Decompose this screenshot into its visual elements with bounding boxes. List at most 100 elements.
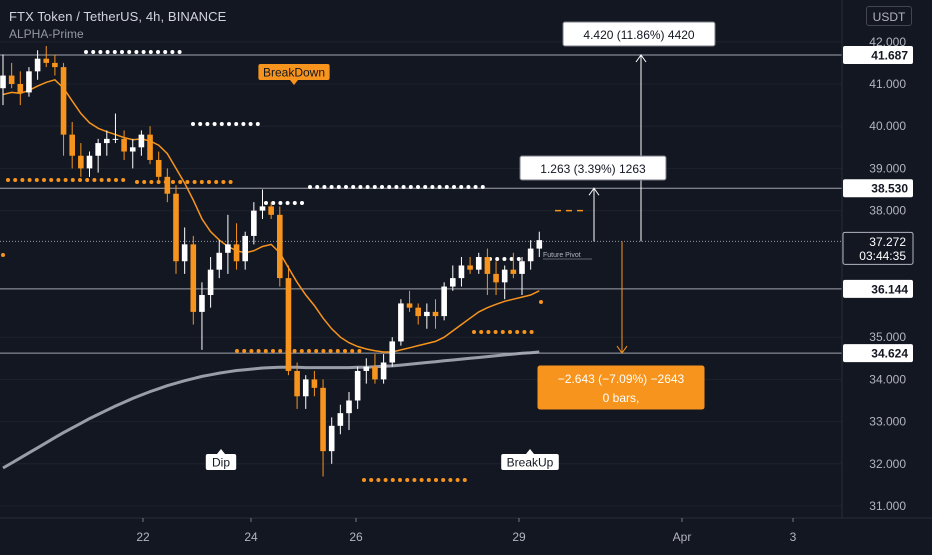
candle-body xyxy=(225,244,231,253)
pivot-dot xyxy=(329,185,334,189)
candle-body xyxy=(519,261,525,274)
candle-7 xyxy=(60,62,67,156)
pivot-dot xyxy=(308,185,312,189)
pivot-dot xyxy=(423,185,428,189)
candle-14 xyxy=(121,130,127,160)
candle-body xyxy=(181,244,188,262)
currency-button[interactable]: USDT xyxy=(866,6,912,26)
candle-body xyxy=(251,210,257,236)
candle-body xyxy=(104,138,110,144)
measure-label-top-text: 4.420 (11.86%) 4420 xyxy=(583,28,695,42)
candle-body xyxy=(147,134,153,160)
y-tick-label-4: 38.000 xyxy=(869,204,906,218)
pivot-dot xyxy=(408,185,413,189)
candle-23 xyxy=(199,282,205,350)
pivot-dot xyxy=(500,330,505,334)
measure-down-arrowhead xyxy=(616,345,628,354)
level-price-tag-2[interactable] xyxy=(843,279,913,298)
candle-5 xyxy=(43,46,50,68)
candle-body xyxy=(398,303,404,342)
pivot-dot xyxy=(300,201,304,205)
candle-19 xyxy=(164,168,171,203)
candle-body xyxy=(467,265,473,270)
measure-label-mid[interactable]: 1.263 (3.39%) 1263 xyxy=(519,155,667,181)
level-price-tag-3[interactable] xyxy=(843,344,913,363)
measure-label-bottom[interactable]: −2.643 (−7.09%) −2643 0 bars, xyxy=(537,365,705,410)
candle-36 xyxy=(311,370,318,397)
measure-tools[interactable]: 4.420 (11.86%) 4420 1.263 (3.39%) 1263 −2.… xyxy=(519,21,716,410)
measure-label-top-bg xyxy=(562,21,716,47)
candle-29 xyxy=(251,202,257,245)
pivot-dot xyxy=(63,178,68,182)
breakdown-label: BreakDown xyxy=(258,64,330,85)
candles xyxy=(0,46,543,477)
pivot-dot xyxy=(234,122,239,126)
candle-24 xyxy=(207,257,214,308)
pivot-dot xyxy=(249,349,254,353)
pivot-dot xyxy=(205,122,210,126)
measure-label-top[interactable]: 4.420 (11.86%) 4420 xyxy=(562,21,716,47)
candle-body xyxy=(26,71,32,93)
candle-body xyxy=(363,366,370,371)
signal-labels: BreakDown Dip BreakUp Future Pivot xyxy=(205,64,592,470)
indicator-name[interactable]: ALPHA-Prime xyxy=(9,27,84,41)
candle-62 xyxy=(536,231,543,258)
candle-body xyxy=(441,286,447,317)
pivot-dot xyxy=(34,178,39,182)
candle-body xyxy=(173,193,179,262)
pivot-dot xyxy=(1,253,5,257)
candle-15 xyxy=(129,138,136,169)
pivot-dot xyxy=(350,349,355,353)
candle-body xyxy=(233,244,240,262)
dip-label: Dip xyxy=(205,449,237,470)
pivot-dot xyxy=(383,478,388,482)
pivot-dot xyxy=(212,122,217,126)
y-tick-label-1: 41.000 xyxy=(869,77,906,91)
candle-33 xyxy=(285,265,292,376)
pivot-dot xyxy=(78,178,82,182)
candle-13 xyxy=(112,113,119,144)
candle-27 xyxy=(233,223,240,270)
pivot-dot xyxy=(473,185,478,189)
pivot-dot xyxy=(171,180,175,184)
pivot-dot xyxy=(314,349,319,353)
breakup-label-pointer xyxy=(526,449,534,454)
pivot-dot xyxy=(452,185,456,189)
level-price-tag-0[interactable] xyxy=(843,46,913,65)
candle-11 xyxy=(95,138,101,173)
candle-55 xyxy=(475,252,482,274)
pivot-dot xyxy=(335,349,340,353)
pivot-dot xyxy=(99,178,104,182)
candle-body xyxy=(372,366,378,380)
pivot-dot xyxy=(13,178,18,182)
pivot-dot xyxy=(248,122,253,126)
dip-label-bg xyxy=(205,454,237,470)
pivot-dot xyxy=(365,185,370,189)
x-tick-label-0: 22 xyxy=(136,530,150,544)
time-axis[interactable]: 22 24 26 29 Apr 3 xyxy=(0,517,932,550)
current-price-tag[interactable] xyxy=(842,231,914,265)
candle-body xyxy=(475,257,482,270)
candle-body xyxy=(60,67,67,135)
pivot-dot xyxy=(292,349,297,353)
candle-body xyxy=(259,206,266,211)
candle-46 xyxy=(398,299,404,346)
candle-body xyxy=(311,379,318,388)
symbol-title[interactable]: FTX Token / TetherUS, 4h, BINANCE xyxy=(9,9,227,24)
pivot-dot xyxy=(256,349,261,353)
pivot-dot xyxy=(390,478,395,482)
candle-2 xyxy=(17,71,24,106)
candle-51 xyxy=(441,282,447,321)
level-price-tag-1[interactable] xyxy=(843,179,913,198)
candle-60 xyxy=(519,257,525,295)
candle-32 xyxy=(277,206,283,287)
pivot-dot xyxy=(448,478,453,482)
price-axis[interactable]: 42.000 41.000 40.000 39.000 38.000 35.000 34.0… xyxy=(841,0,932,518)
pivot-dot xyxy=(271,349,275,353)
pivot-dot xyxy=(241,122,246,126)
pivot-dot xyxy=(170,50,175,54)
candle-body xyxy=(337,413,344,426)
candle-39 xyxy=(337,404,344,435)
pivot-dot xyxy=(271,201,276,205)
